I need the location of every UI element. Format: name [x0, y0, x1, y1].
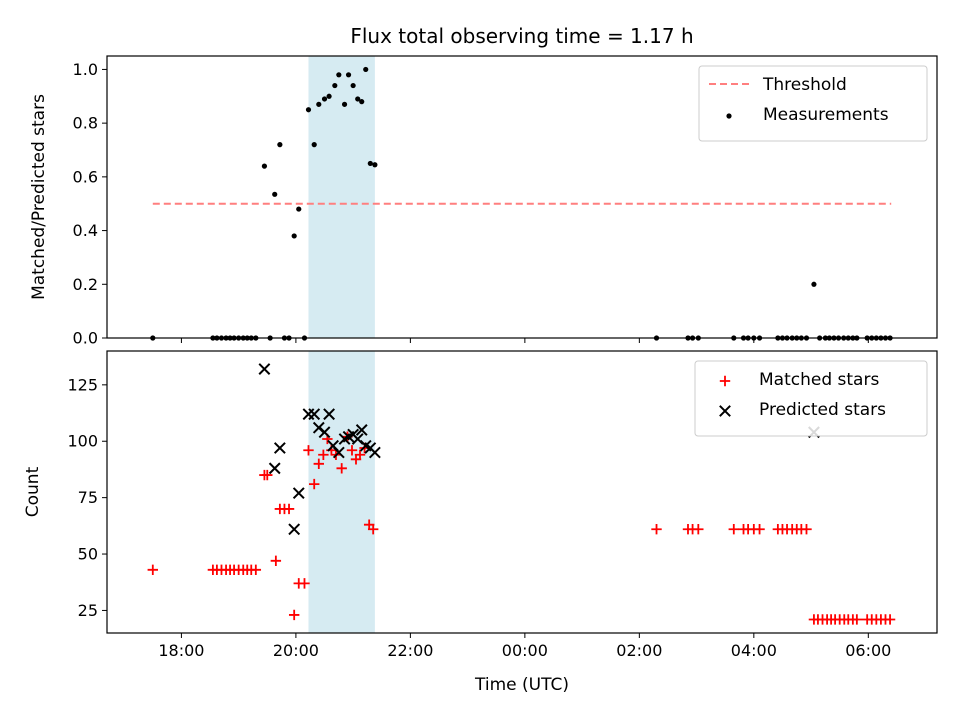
x-tick-label: 06:00: [845, 641, 891, 660]
data-point: [851, 614, 863, 625]
y-tick-label: 0.8: [73, 114, 98, 133]
legend-label: Threshold: [762, 75, 847, 95]
y-tick-label: 0.0: [73, 329, 98, 348]
legend-label: Predicted stars: [759, 400, 886, 420]
data-point: [308, 408, 321, 421]
data-point: [313, 458, 324, 469]
y-tick-label: 50: [78, 545, 98, 564]
data-point: [336, 72, 342, 78]
data-point: [346, 445, 358, 456]
data-point: [884, 614, 896, 625]
y-axis-label: Count: [23, 466, 43, 517]
legend-marker-swatch: [726, 113, 732, 119]
data-point: [268, 462, 281, 475]
data-point: [273, 442, 286, 454]
data-point: [367, 524, 379, 535]
data-point: [323, 408, 336, 421]
data-point: [355, 96, 361, 102]
data-point: [336, 463, 347, 474]
chart-title: Flux total observing time = 1.17 h: [350, 24, 693, 48]
data-point: [693, 524, 704, 535]
y-axis-label: Matched/Predicted stars: [29, 94, 49, 300]
x-tick-label: 00:00: [502, 641, 548, 660]
data-point: [261, 163, 268, 169]
x-tick-label: 22:00: [387, 641, 433, 660]
data-point: [332, 82, 338, 89]
legend-label: Measurements: [763, 105, 889, 125]
x-tick-label: 18:00: [158, 641, 204, 660]
data-point: [359, 99, 365, 105]
y-tick-label: 125: [67, 375, 98, 394]
data-point: [368, 446, 381, 459]
data-point: [258, 363, 271, 375]
data-point: [303, 445, 314, 456]
data-point: [250, 564, 262, 576]
y-tick-label: 100: [67, 432, 98, 451]
data-point: [305, 107, 312, 113]
legend-box: [694, 360, 928, 437]
y-tick-label: 75: [78, 488, 98, 507]
x-axis-label: Time (UTC): [474, 675, 569, 695]
bottom-panel: 25 50 75 100 125 18:00 20:00 22:00 00:00 02:00 04:…: [23, 350, 938, 660]
data-point: [754, 524, 765, 535]
data-point: [728, 524, 739, 535]
legend-label: Matched stars: [759, 370, 879, 390]
data-point: [318, 426, 331, 439]
data-point: [801, 524, 812, 535]
data-point: [277, 142, 283, 148]
data-point: [316, 101, 322, 107]
data-point: [262, 469, 273, 481]
data-point: [288, 609, 300, 621]
data-point: [296, 206, 302, 212]
data-point: [326, 93, 332, 99]
plot-frame: [106, 350, 938, 634]
data-point: [350, 82, 356, 89]
x-tick-label: 20:00: [273, 641, 319, 660]
y-tick-label: 1.0: [73, 60, 98, 79]
y-tick-label: 0.6: [73, 167, 98, 186]
y-tick-label: 25: [78, 601, 98, 620]
data-point: [367, 160, 373, 167]
data-point: [811, 281, 817, 287]
y-tick-label: 0.2: [73, 275, 98, 294]
data-point: [354, 449, 366, 460]
data-point: [147, 564, 158, 576]
data-point: [288, 523, 301, 536]
y-tick-label: 0.4: [73, 221, 98, 240]
x-tick-label: 02:00: [616, 641, 662, 660]
data-point: [292, 487, 305, 500]
data-point: [311, 142, 317, 148]
data-point: [332, 446, 345, 459]
highlight-span: [308, 56, 375, 338]
x-tick-label: 04:00: [731, 641, 777, 660]
legend-marker-swatch: [719, 405, 731, 417]
data-point: [291, 233, 297, 239]
data-point: [345, 72, 352, 78]
legend-box: [698, 65, 928, 142]
data-point: [651, 524, 662, 535]
plot-frame: [106, 55, 938, 339]
legend-marker-swatch: [719, 375, 731, 387]
data-point: [299, 578, 310, 589]
data-point: [372, 162, 378, 168]
data-point: [321, 96, 328, 102]
data-point: [283, 503, 295, 515]
data-point: [355, 424, 368, 436]
data-point: [318, 449, 329, 460]
data-point: [272, 191, 278, 197]
top-panel: 0.0 0.2 0.4 0.6 0.8 1.0 Matched/Predicted star…: [29, 55, 938, 348]
data-point: [363, 66, 369, 73]
data-point: [341, 101, 348, 107]
highlight-span: [308, 351, 375, 633]
data-point: [270, 555, 282, 567]
data-point: [309, 478, 320, 490]
legend: Threshold Measurements: [698, 65, 928, 142]
legend: Matched stars Predicted stars: [694, 360, 928, 437]
